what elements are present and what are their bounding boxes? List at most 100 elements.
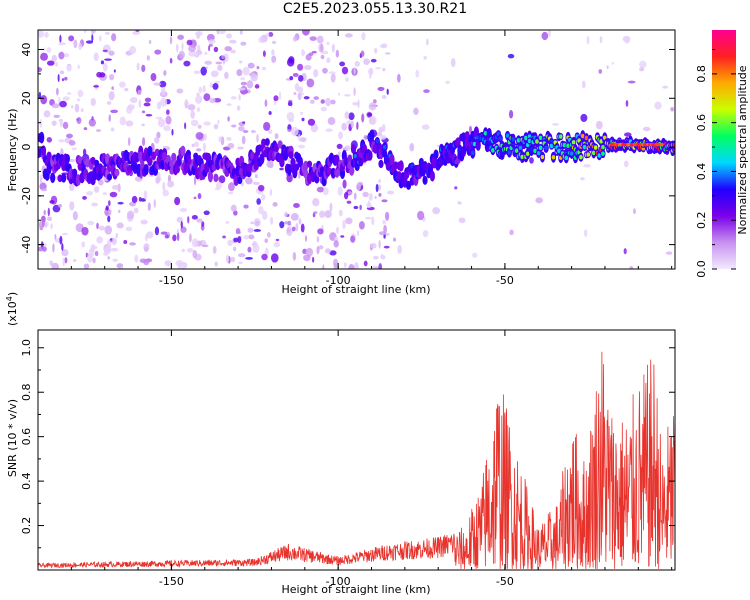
spectrogram-cell	[153, 82, 162, 86]
spectrogram-cell	[356, 121, 359, 130]
spectrogram-cell	[258, 184, 265, 192]
spectrogram-cell	[159, 80, 167, 88]
spectrogram-cell	[204, 60, 213, 65]
spectrogram-cell	[305, 53, 312, 61]
spectrogram-cell	[562, 142, 567, 148]
spectrogram-cell	[313, 211, 318, 215]
spectrogram-cell	[287, 167, 292, 173]
spectrogram-cell	[181, 248, 185, 253]
spectrogram-cell	[196, 218, 203, 223]
spectrogram-cell	[38, 246, 45, 252]
spectrogram-cell	[325, 128, 333, 132]
spectrogram-cell	[176, 216, 183, 223]
colorbar-tick-label: 0.0	[695, 260, 708, 278]
spectrogram-cell	[290, 213, 299, 221]
spectrogram-cell	[582, 144, 587, 150]
spectrogram-cell	[654, 101, 662, 110]
spectrogram-cell	[286, 58, 295, 67]
spectrogram-cell	[141, 137, 146, 147]
spectrogram-cell	[184, 122, 187, 130]
ytick-label: -20	[20, 187, 33, 205]
spectrogram-cell	[254, 84, 260, 89]
spectrogram-cell	[375, 139, 380, 144]
spectrogram-cell	[107, 215, 111, 223]
spectrogram-cell	[141, 64, 146, 73]
spectrogram-cell	[368, 193, 373, 201]
spectrogram-cell	[558, 134, 563, 139]
spectrogram-cell	[68, 183, 75, 191]
spectrogram-cell	[470, 150, 475, 156]
spectrogram-cell	[57, 74, 60, 82]
spectrogram-cell	[256, 66, 260, 70]
spectrogram-cell	[61, 78, 65, 82]
spectrogram-cell	[81, 226, 89, 236]
spectrogram-cell	[287, 157, 291, 164]
spectrogram-cell	[237, 146, 244, 150]
spectrogram-cell	[583, 229, 588, 237]
spectrogram-cell	[209, 97, 216, 104]
spectrogram-cell	[156, 171, 161, 179]
spectrogram-cell	[196, 92, 200, 97]
spectrogram-cell	[186, 248, 194, 253]
spectrogram-cell	[544, 145, 548, 150]
spectrogram-cell	[191, 215, 198, 220]
spectrogram-cell	[286, 111, 295, 121]
spectrogram-cell	[237, 253, 246, 258]
spectrogram-cell	[144, 233, 148, 242]
spectrogram-cell	[380, 255, 386, 260]
spectrogram-cell	[91, 34, 94, 42]
spectrogram-cell	[104, 31, 110, 35]
spectrogram-cell	[378, 159, 384, 169]
spectrogram-cell	[301, 117, 305, 122]
spectrogram-cell	[74, 103, 80, 113]
spectrogram-cell	[129, 242, 136, 246]
spectrogram-cell	[54, 233, 57, 240]
spectrogram-cell	[138, 151, 144, 162]
spectrogram-cell	[353, 205, 359, 210]
spectrogram-cell	[94, 161, 99, 166]
spectrogram-frame	[37, 29, 676, 270]
spectrogram-cell	[236, 105, 241, 111]
spectrogram-cell	[258, 206, 264, 215]
spectrogram-cell	[201, 244, 209, 248]
spectrogram-cell	[343, 192, 349, 200]
spectrogram-cell	[580, 113, 588, 123]
spectrogram-cell	[202, 85, 206, 93]
spectrogram-cell	[256, 198, 261, 205]
spectrogram-cell	[458, 201, 462, 205]
spectrogram-cell	[423, 55, 427, 60]
spectrogram-cell	[250, 221, 255, 225]
spectrogram-cell	[221, 55, 226, 60]
spectrogram-cell	[160, 97, 168, 107]
spectrogram-cell	[104, 58, 112, 61]
spectrogram-cell	[178, 50, 185, 60]
spectrogram-cell	[62, 257, 65, 267]
spectrogram-cell	[461, 134, 466, 140]
spectrogram-cell	[340, 235, 345, 238]
spectrogram-cell	[541, 31, 549, 41]
spectrogram-cell	[59, 235, 63, 245]
spectrogram-cell	[382, 219, 386, 225]
spectrogram-cell	[310, 99, 315, 104]
spectrogram-cell	[248, 234, 255, 240]
spectrogram-cell	[250, 129, 256, 134]
spectrogram-cell	[320, 54, 325, 60]
spectrogram-cell	[264, 138, 270, 146]
spectrogram-cell	[217, 64, 223, 72]
spectrogram-cell	[511, 137, 515, 142]
spectrogram-cell	[353, 192, 357, 200]
spectrogram-cell	[196, 107, 201, 112]
spectrogram-cell	[599, 139, 603, 144]
spectrogram-cell	[212, 245, 217, 254]
spectrogram-cell	[670, 106, 674, 112]
spectrogram-cell	[566, 143, 570, 148]
spectrogram-cell	[193, 176, 197, 186]
spectrogram-cell	[303, 254, 311, 262]
colorbar: 0.0 0.2 0.4 0.6 0.8 Normalized spectral ampl…	[695, 30, 749, 278]
ytick-label: 0.4	[20, 472, 33, 490]
spectrogram-cell	[277, 140, 283, 149]
spectrogram-cell	[218, 30, 226, 35]
spectrogram-cell	[71, 105, 74, 109]
spectrogram-cell	[593, 145, 598, 150]
spectrogram-cell	[298, 75, 304, 82]
